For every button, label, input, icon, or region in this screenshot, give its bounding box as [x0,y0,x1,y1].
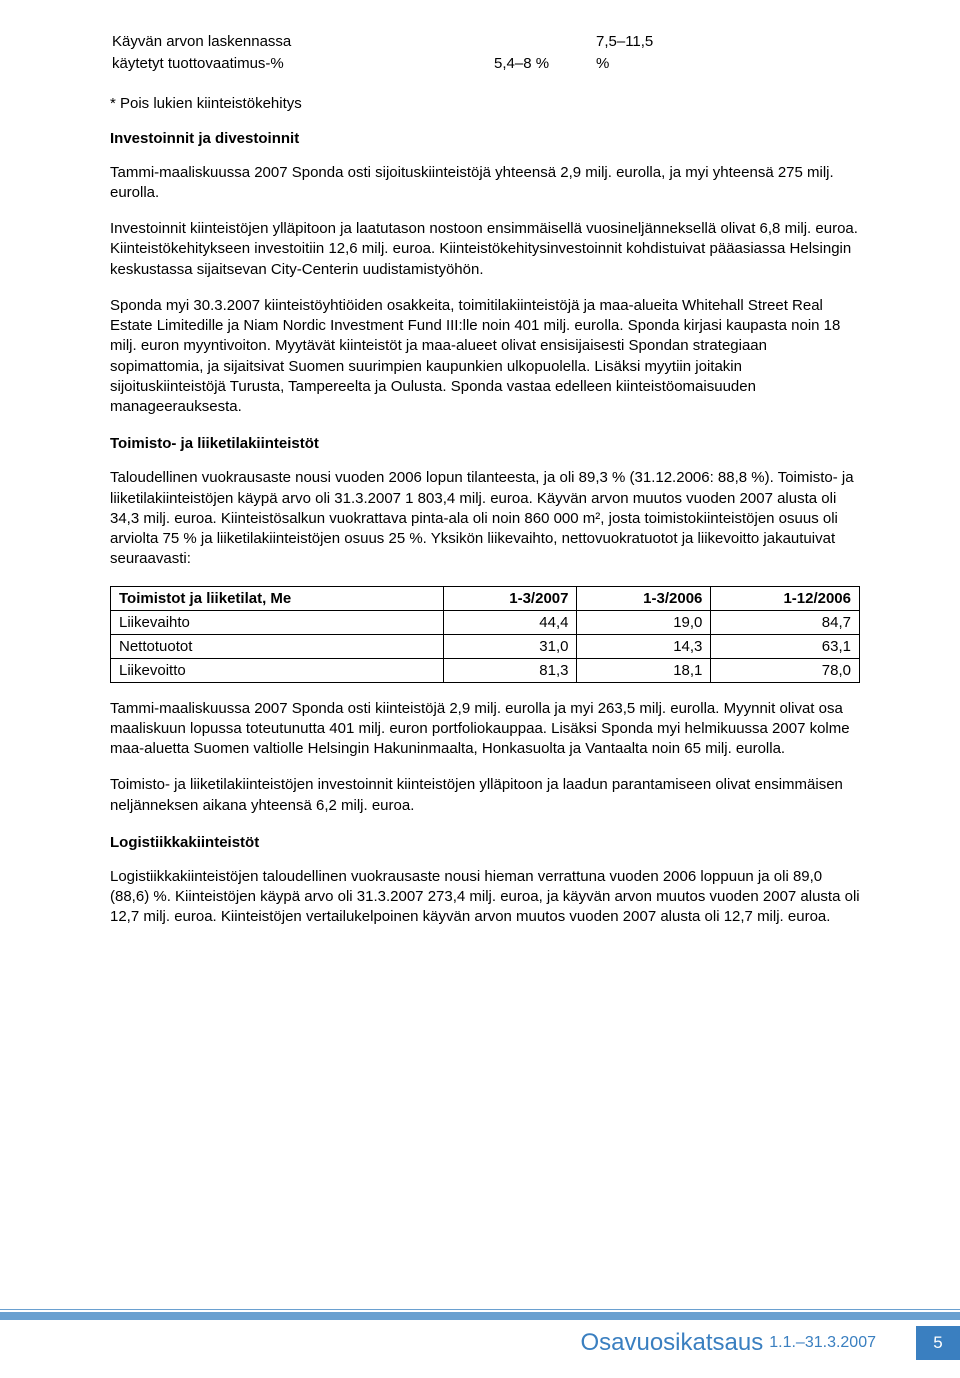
row2-c2: 18,1 [577,658,711,682]
toimisto-p1: Taloudellinen vuokrausaste nousi vuoden … [110,468,860,569]
table-header-row: Toimistot ja liiketilat, Me 1-3/2007 1-3… [111,586,860,610]
yield-row2-col2: 5,4–8 % [494,54,594,74]
row0-c2: 19,0 [577,610,711,634]
row1-c2: 14,3 [577,634,711,658]
row0-c3: 84,7 [711,610,860,634]
investoinnit-p1: Tammi-maaliskuussa 2007 Sponda osti sijo… [110,163,860,204]
row0-c1: 44,4 [443,610,577,634]
toimisto-table: Toimistot ja liiketilat, Me 1-3/2007 1-3… [110,586,860,683]
table-row: Nettotuotot 31,0 14,3 63,1 [111,634,860,658]
yield-row2-col3: % [596,54,686,74]
yield-row1-label: Käyvän arvon laskennassa [112,32,492,52]
yield-footnote: * Pois lukien kiinteistökehitys [110,95,860,112]
row2-c1: 81,3 [443,658,577,682]
yield-row1-col3: 7,5–11,5 [596,32,686,52]
yield-row1-col2 [494,32,594,52]
th-col2: 1-3/2006 [577,586,711,610]
toimisto-p3: Toimisto- ja liiketilakiinteistöjen inve… [110,775,860,816]
investoinnit-p2: Investoinnit kiinteistöjen ylläpitoon ja… [110,219,860,280]
th-label: Toimistot ja liiketilat, Me [111,586,444,610]
footer-date: 1.1.–31.3.2007 [769,1334,876,1352]
heading-investoinnit: Investoinnit ja divestoinnit [110,130,860,147]
table-row: Liikevoitto 81,3 18,1 78,0 [111,658,860,682]
heading-toimisto: Toimisto- ja liiketilakiinteistöt [110,435,860,452]
logistiikka-p1: Logistiikkakiinteistöjen taloudellinen v… [110,867,860,928]
toimisto-p2: Tammi-maaliskuussa 2007 Sponda osti kiin… [110,699,860,760]
yield-requirement-table: Käyvän arvon laskennassa 7,5–11,5 käytet… [110,30,688,77]
footer-title: Osavuosikatsaus [580,1329,763,1357]
heading-logistiikka: Logistiikkakiinteistöt [110,834,860,851]
row1-label: Nettotuotot [111,634,444,658]
table-row: Liikevaihto 44,4 19,0 84,7 [111,610,860,634]
footer-page-number: 5 [916,1326,960,1360]
page-container: Käyvän arvon laskennassa 7,5–11,5 käytet… [0,0,960,1378]
page-footer: Osavuosikatsaus 1.1.–31.3.2007 5 [580,1326,960,1360]
investoinnit-p3: Sponda myi 30.3.2007 kiinteistöyhtiöiden… [110,296,860,418]
row2-label: Liikevoitto [111,658,444,682]
footer-divider [0,1309,960,1320]
row1-c1: 31,0 [443,634,577,658]
yield-row2-label: käytetyt tuottovaatimus-% [112,54,492,74]
th-col1: 1-3/2007 [443,586,577,610]
row0-label: Liikevaihto [111,610,444,634]
th-col3: 1-12/2006 [711,586,860,610]
row1-c3: 63,1 [711,634,860,658]
row2-c3: 78,0 [711,658,860,682]
